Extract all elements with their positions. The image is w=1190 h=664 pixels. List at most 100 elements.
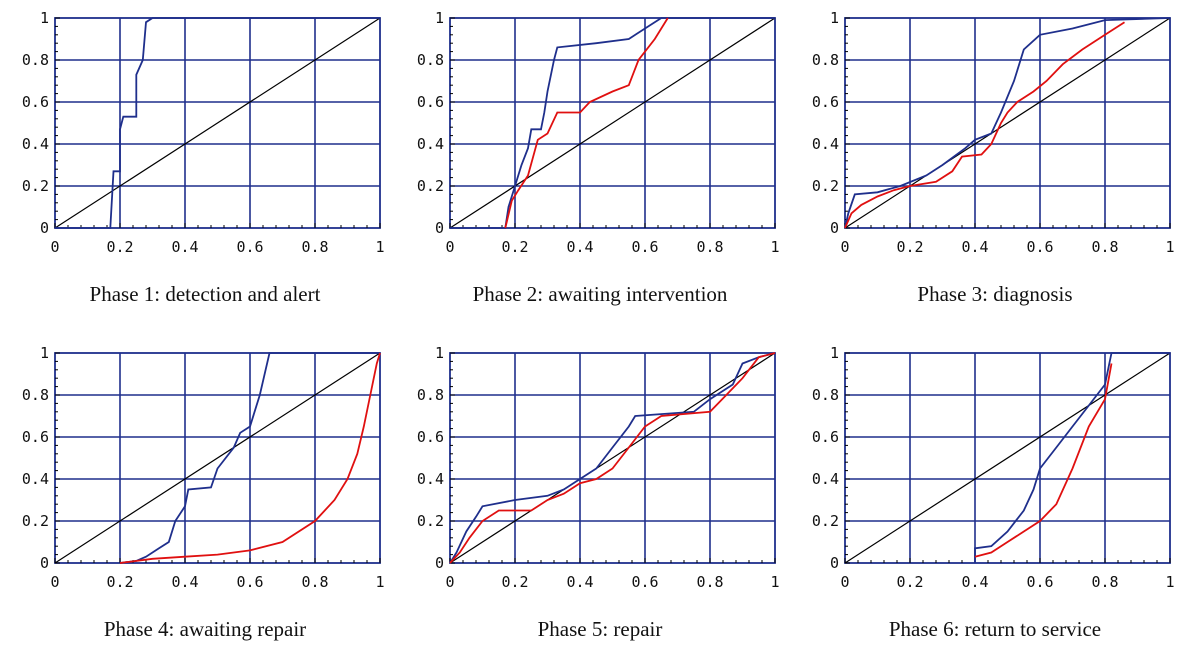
y-tick-label: 0.4: [417, 470, 444, 488]
y-tick-label: 0.8: [812, 386, 839, 404]
x-tick-label: 0.2: [896, 238, 923, 256]
plot-frame: [449, 352, 776, 564]
x-tick-label: 0.8: [696, 238, 723, 256]
y-tick-label: 0.4: [812, 470, 839, 488]
y-tick-label: 1: [830, 344, 839, 362]
x-tick-label: 1: [375, 573, 384, 591]
series-blue-line: [55, 17, 380, 229]
y-tick-label: 0.8: [417, 386, 444, 404]
series-red-line: [844, 21, 1125, 229]
series-blue-line: [449, 352, 776, 564]
y-tick-label: 0.4: [22, 470, 49, 488]
chart-svg-2: 0 0.2 0.4 0.6 0.8 1 0 0.2 0.4 0.6 0.8 1: [417, 9, 780, 256]
plot-frame: [844, 17, 1171, 229]
series-blue-line: [844, 17, 1171, 229]
y-tick-label: 0.2: [417, 512, 444, 530]
x-tick-label: 0.6: [236, 573, 263, 591]
y-tick-label: 0.6: [417, 93, 444, 111]
chart-caption: Phase 6: return to service: [888, 617, 1102, 641]
y-tick-label: 0.2: [417, 177, 444, 195]
series-red-line: [974, 363, 1113, 558]
y-tick-label: 0.8: [812, 51, 839, 69]
y-tick-label: 1: [435, 344, 444, 362]
series-black-line: [449, 352, 776, 564]
chart-panel-2: 0 0.2 0.4 0.6 0.8 1 0 0.2 0.4 0.6 0.8 1 Phase 2: awa…: [405, 9, 795, 310]
chart-svg-3: 0 0.2 0.4 0.6 0.8 1 0 0.2 0.4 0.6 0.8 1: [812, 9, 1175, 256]
chart-svg-5: 0 0.2 0.4 0.6 0.8 1 0 0.2 0.4 0.6 0.8 1: [417, 344, 780, 591]
y-tick-label: 0.4: [417, 135, 444, 153]
y-tick-label: 1: [435, 9, 444, 27]
x-tick-label: 0.4: [566, 238, 593, 256]
x-tick-label: 1: [375, 238, 384, 256]
series-blue-line: [450, 17, 775, 229]
y-tick-label: 1: [40, 9, 49, 27]
chart-caption: Phase 4: awaiting repair: [103, 617, 307, 641]
chart-svg-4: 0 0.2 0.4 0.6 0.8 1 0 0.2 0.4 0.6 0.8 1: [22, 344, 385, 591]
series-black-line: [54, 17, 381, 229]
y-tick-label: 0: [435, 219, 444, 237]
y-tick-label: 0.4: [812, 135, 839, 153]
x-tick-label: 0: [50, 573, 59, 591]
plot-frame: [844, 352, 1171, 564]
series-black-line: [449, 17, 776, 229]
y-tick-label: 0: [830, 219, 839, 237]
y-tick-label: 0.2: [22, 177, 49, 195]
series-black-line: [844, 17, 1171, 229]
x-tick-label: 0.2: [501, 238, 528, 256]
chart-panel-5: 0 0.2 0.4 0.6 0.8 1 0 0.2 0.4 0.6 0.8 1 Phase 5: rep…: [405, 344, 795, 645]
x-tick-label: 0.8: [1091, 238, 1118, 256]
x-tick-label: 0: [445, 573, 454, 591]
chart-svg-6: 0 0.2 0.4 0.6 0.8 1 0 0.2 0.4 0.6 0.8 1: [812, 344, 1175, 591]
x-tick-label: 0.6: [1026, 238, 1053, 256]
y-tick-label: 0.2: [812, 512, 839, 530]
x-tick-label: 0.6: [1026, 573, 1053, 591]
series-red-line: [449, 352, 776, 564]
x-tick-label: 0: [445, 238, 454, 256]
y-tick-label: 0.2: [22, 512, 49, 530]
y-tick-label: 0.8: [22, 51, 49, 69]
x-tick-label: 0: [840, 573, 849, 591]
x-tick-label: 0.8: [1091, 573, 1118, 591]
chart-panel-6: 0 0.2 0.4 0.6 0.8 1 0 0.2 0.4 0.6 0.8 1 Phase 6: ret…: [800, 344, 1190, 645]
y-tick-label: 0.6: [22, 93, 49, 111]
chart-panel-3: 0 0.2 0.4 0.6 0.8 1 0 0.2 0.4 0.6 0.8 1 Phase 3: dia…: [800, 9, 1190, 310]
chart-panel-4: 0 0.2 0.4 0.6 0.8 1 0 0.2 0.4 0.6 0.8 1 Phase 4: awa…: [10, 344, 400, 645]
chart-caption: Phase 1: detection and alert: [89, 282, 321, 306]
chart-caption: Phase 2: awaiting intervention: [472, 282, 728, 306]
plot-frame: [449, 17, 776, 229]
chart-caption: Phase 3: diagnosis: [917, 282, 1073, 306]
y-tick-label: 1: [830, 9, 839, 27]
y-tick-label: 0.8: [22, 386, 49, 404]
x-tick-label: 0.6: [236, 238, 263, 256]
x-tick-label: 0.6: [631, 573, 658, 591]
x-tick-label: 0.4: [961, 573, 988, 591]
x-tick-label: 0.2: [106, 238, 133, 256]
x-tick-label: 0: [840, 238, 849, 256]
plot-frame: [54, 352, 381, 564]
x-tick-label: 0.6: [631, 238, 658, 256]
x-tick-label: 0.8: [696, 573, 723, 591]
y-tick-label: 0: [40, 219, 49, 237]
x-tick-label: 0.4: [566, 573, 593, 591]
y-tick-label: 0: [435, 554, 444, 572]
y-tick-label: 0.4: [22, 135, 49, 153]
x-tick-label: 0.2: [501, 573, 528, 591]
x-tick-label: 0.8: [301, 573, 328, 591]
x-tick-label: 0.8: [301, 238, 328, 256]
series-red-line: [119, 352, 381, 564]
series-black-line: [844, 352, 1171, 564]
series-blue-line: [119, 352, 380, 564]
series-red-line: [504, 17, 669, 229]
x-tick-label: 1: [770, 238, 779, 256]
x-tick-label: 0.4: [171, 238, 198, 256]
y-tick-label: 0.6: [417, 428, 444, 446]
y-tick-label: 0.8: [417, 51, 444, 69]
x-tick-label: 0.2: [896, 573, 923, 591]
y-tick-label: 1: [40, 344, 49, 362]
x-tick-label: 0: [50, 238, 59, 256]
series-black-line: [54, 352, 381, 564]
y-tick-label: 0.6: [22, 428, 49, 446]
y-tick-label: 0: [40, 554, 49, 572]
x-tick-label: 0.4: [171, 573, 198, 591]
x-tick-label: 1: [770, 573, 779, 591]
